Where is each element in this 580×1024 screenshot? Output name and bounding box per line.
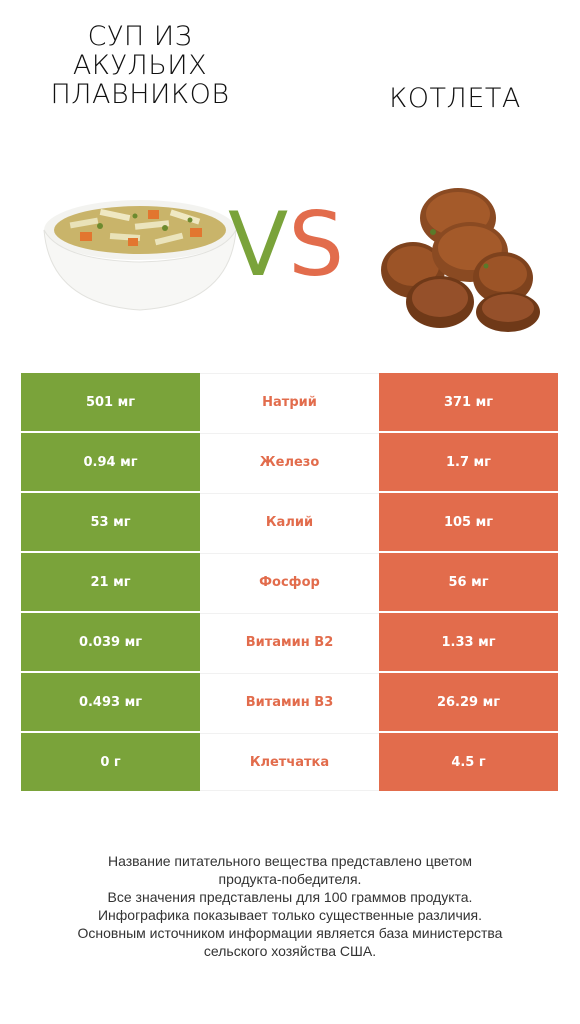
right-value: 26.29 мг — [379, 673, 558, 731]
vs-v: V — [228, 193, 289, 296]
nutrient-name: Фосфор — [200, 553, 379, 611]
comparison-table: 501 мг Натрий 371 мг 0.94 мг Железо 1.7 … — [21, 373, 558, 793]
left-value: 21 мг — [21, 553, 200, 611]
nutrient-name: Натрий — [200, 373, 379, 431]
vs-label: VS — [228, 200, 344, 290]
table-row: 0.039 мг Витамин B2 1.33 мг — [21, 613, 558, 671]
left-value: 501 мг — [21, 373, 200, 431]
right-value: 371 мг — [379, 373, 558, 431]
soup-bowl-image — [43, 200, 237, 311]
left-value: 0.039 мг — [21, 613, 200, 671]
right-value: 105 мг — [379, 493, 558, 551]
table-row: 501 мг Натрий 371 мг — [21, 373, 558, 431]
right-value: 4.5 г — [379, 733, 558, 791]
footnote-line: Инфографика показывает только существенн… — [97, 907, 483, 923]
right-value: 1.33 мг — [379, 613, 558, 671]
table-row: 0.94 мг Железо 1.7 мг — [21, 433, 558, 491]
table-row: 53 мг Калий 105 мг — [21, 493, 558, 551]
table-row: 21 мг Фосфор 56 мг — [21, 553, 558, 611]
right-value: 56 мг — [379, 553, 558, 611]
footnote-line: Все значения представлены для 100 граммо… — [107, 889, 473, 905]
cutlet-image — [381, 188, 540, 332]
left-value: 0.493 мг — [21, 673, 200, 731]
nutrient-name: Калий — [200, 493, 379, 551]
right-value: 1.7 мг — [379, 433, 558, 491]
right-food-title: КОТЛЕТА — [389, 83, 521, 114]
table-row: 0 г Клетчатка 4.5 г — [21, 733, 558, 791]
left-food-title: СУП ИЗ АКУЛЬИХ ПЛАВНИКОВ — [50, 21, 230, 110]
left-value: 0.94 мг — [21, 433, 200, 491]
left-value: 0 г — [21, 733, 200, 791]
left-value: 53 мг — [21, 493, 200, 551]
vs-s: S — [288, 193, 345, 296]
footnote-line: Основным источником информации является … — [77, 925, 503, 959]
table-row: 0.493 мг Витамин B3 26.29 мг — [21, 673, 558, 731]
footnote-line: Название питательного вещества представл… — [107, 853, 473, 887]
nutrient-name: Витамин B2 — [200, 613, 379, 671]
nutrient-name: Железо — [200, 433, 379, 491]
nutrient-name: Витамин B3 — [200, 673, 379, 731]
nutrient-name: Клетчатка — [200, 733, 379, 791]
footnote: Название питательного вещества представл… — [20, 852, 560, 960]
